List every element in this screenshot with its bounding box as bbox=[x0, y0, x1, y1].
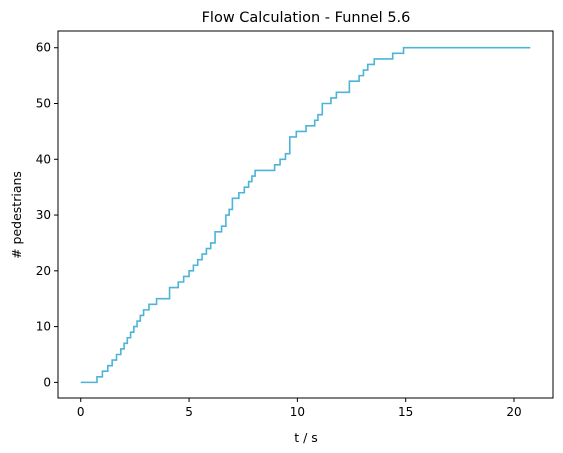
y-tick-label: 20 bbox=[36, 264, 51, 278]
axes-frame bbox=[57, 30, 554, 399]
y-tick-label: 30 bbox=[36, 208, 51, 222]
x-tick-label: 15 bbox=[398, 405, 413, 419]
x-tick-label: 20 bbox=[506, 405, 521, 419]
x-tick-label: 0 bbox=[77, 405, 85, 419]
x-tick-label: 10 bbox=[290, 405, 305, 419]
x-tick-label: 5 bbox=[185, 405, 193, 419]
series-line bbox=[80, 46, 531, 384]
y-tick-label: 60 bbox=[36, 41, 51, 55]
y-tick-label: 0 bbox=[43, 375, 51, 389]
y-tick-label: 40 bbox=[36, 152, 51, 166]
x-axis: 0 5 10 15 20 bbox=[77, 398, 522, 419]
chart-title: Flow Calculation - Funnel 5.6 bbox=[202, 10, 411, 26]
y-axis: 0 10 20 30 40 50 60 bbox=[36, 41, 58, 389]
y-axis-label: # pedestrians bbox=[9, 171, 24, 259]
y-tick-label: 50 bbox=[36, 97, 51, 111]
plot-area: 0 5 10 15 20 0 10 20 30 40 50 60 bbox=[36, 30, 554, 419]
x-axis-label: t / s bbox=[294, 430, 318, 445]
y-tick-label: 10 bbox=[36, 320, 51, 334]
